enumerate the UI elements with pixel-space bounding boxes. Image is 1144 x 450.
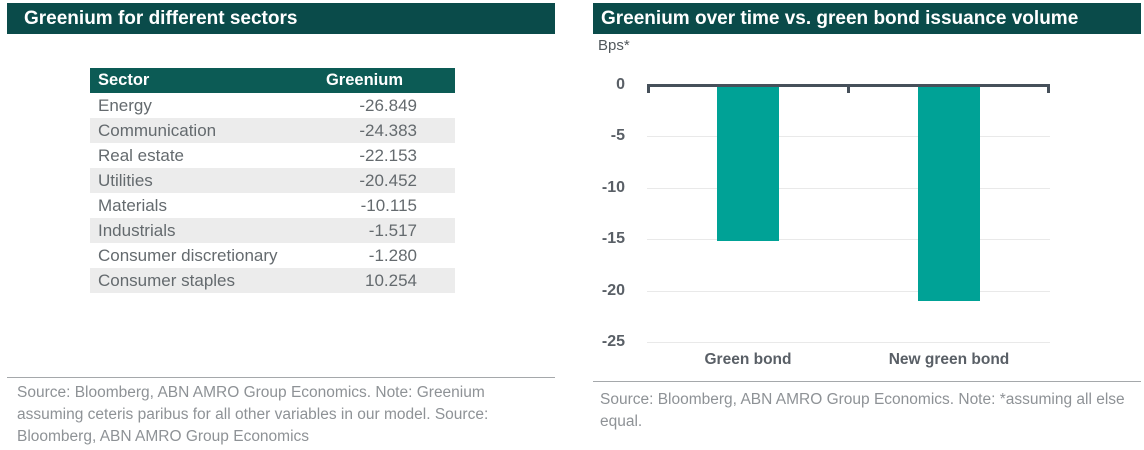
sector-name: Materials: [98, 195, 167, 215]
chart-gridline: [647, 239, 1050, 240]
x-axis-category-label: Green bond: [704, 351, 792, 368]
right-panel-title: Greenium over time vs. green bond issuan…: [601, 8, 1079, 29]
right-footnote: Source: Bloomberg, ABN AMRO Group Econom…: [600, 391, 1125, 430]
greenium-value: -20.452: [359, 170, 417, 190]
sector-table-row: Consumer staples 10.254: [90, 268, 455, 293]
chart-gridline: [647, 188, 1050, 189]
y-axis-tick-label: -25: [601, 333, 625, 350]
x-axis-tick: [647, 84, 650, 93]
sector-table-row: Utilities -20.452: [90, 168, 455, 193]
x-axis-tick: [847, 84, 850, 93]
sector-table-row: Real estate -22.153: [90, 143, 455, 168]
y-axis-tick-label: -15: [601, 230, 625, 247]
y-axis-tick-label: -20: [601, 282, 625, 299]
greenium-value: -10.115: [360, 195, 417, 215]
sector-name: Energy: [98, 95, 152, 115]
sector-table: Sector Greenium Energy -26.849 Communicati…: [90, 68, 455, 293]
greenium-value: 10.254: [365, 270, 417, 290]
y-axis-unit-label: Bps*: [598, 37, 630, 54]
left-footnote-divider: [7, 377, 555, 378]
y-axis-tick-label: -5: [610, 127, 625, 144]
right-panel-title-bar: Greenium over time vs. green bond issuan…: [593, 3, 1141, 34]
greenium-value: -24.383: [359, 120, 417, 140]
y-axis-tick-label: 0: [616, 76, 625, 93]
left-panel-title-bar: Greenium for different sectors: [7, 3, 555, 34]
x-axis-category-label: New green bond: [888, 351, 1010, 368]
greenium-value: -22.153: [359, 145, 417, 165]
chart-gridline: [647, 342, 1050, 343]
sector-name: Consumer discretionary: [98, 245, 278, 265]
sector-table-header-row: Sector Greenium: [90, 68, 455, 93]
x-axis-tick: [1047, 84, 1050, 93]
chart-gridline: [647, 136, 1050, 137]
chart-gridline: [647, 291, 1050, 292]
sector-table-row: Energy -26.849: [90, 93, 455, 118]
right-footnote-divider: [593, 381, 1141, 382]
greenium-value: -1.517: [368, 220, 417, 240]
greenium-value: -1.280: [368, 245, 417, 265]
sector-table-row: Materials -10.115: [90, 193, 455, 218]
sector-table-body: Energy -26.849 Communication -24.383 Real es…: [90, 93, 455, 293]
sector-name: Industrials: [98, 220, 176, 240]
greenium-bar: [918, 87, 980, 301]
left-panel-title: Greenium for different sectors: [24, 8, 298, 29]
sector-table-row: Consumer discretionary -1.280: [90, 243, 455, 268]
sector-name: Consumer staples: [98, 270, 236, 290]
column-header-greenium: Greenium: [306, 68, 455, 93]
greenium-bar: [717, 87, 779, 241]
column-header-sector: Sector: [90, 68, 307, 93]
greenium-value: -26.849: [359, 95, 417, 115]
sector-name: Communication: [98, 120, 217, 140]
sector-table-row: Industrials -1.517: [90, 218, 455, 243]
sector-name: Utilities: [98, 170, 153, 190]
y-axis-tick-label: -10: [601, 179, 625, 196]
sector-table-row: Communication -24.383: [90, 118, 455, 143]
left-footnote: Source: Bloomberg, ABN AMRO Group Econom…: [17, 384, 489, 445]
sector-name: Real estate: [98, 145, 184, 165]
